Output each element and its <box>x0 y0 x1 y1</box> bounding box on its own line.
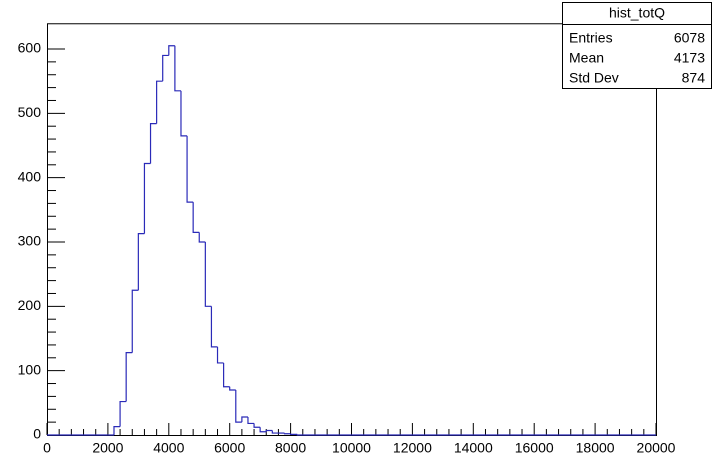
histogram-bin <box>283 433 291 435</box>
y-tick-label: 600 <box>18 40 42 56</box>
stats-value: 4173 <box>674 50 705 66</box>
histogram-bin <box>216 346 224 364</box>
stats-border <box>562 2 712 89</box>
x-tick-label: 8000 <box>275 440 306 456</box>
histogram-bin <box>241 416 248 423</box>
x-tick-label: 18000 <box>576 440 615 456</box>
histogram-bin <box>186 135 194 203</box>
stats-label: Std Dev <box>569 70 619 86</box>
x-tick-label: 6000 <box>214 440 245 456</box>
histogram-bin <box>162 54 169 82</box>
histogram-bin <box>168 45 175 56</box>
y-tick-label: 200 <box>18 297 42 313</box>
histogram-bin <box>290 433 298 435</box>
y-tick-label: 0 <box>33 426 41 442</box>
histogram-bin <box>198 232 206 243</box>
histogram-bin <box>223 362 230 388</box>
y-tick-label: 100 <box>18 361 42 377</box>
stats-label: Mean <box>569 50 604 66</box>
histogram-bin <box>210 306 218 348</box>
y-tick-label: 400 <box>18 168 42 184</box>
x-tick-label: 12000 <box>393 440 432 456</box>
histogram-bin <box>174 45 181 92</box>
y-tick-label: 500 <box>18 104 42 120</box>
x-tick-label: 16000 <box>515 440 554 456</box>
histogram-bin <box>131 289 139 353</box>
stats-value: 874 <box>682 70 706 86</box>
x-tick-label: 4000 <box>153 440 184 456</box>
stats-label: Entries <box>569 30 613 46</box>
histogram-bin <box>137 233 145 291</box>
histogram-bin <box>113 426 121 435</box>
histogram-bin <box>192 202 200 233</box>
histogram-bin <box>125 352 133 402</box>
histogram-bin <box>259 427 267 433</box>
histogram-bin <box>149 123 157 164</box>
histogram-bin <box>180 90 188 137</box>
histogram-bin <box>229 386 236 391</box>
histogram-bin <box>143 162 151 234</box>
histogram-bin <box>119 400 127 427</box>
histogram-bin <box>156 80 163 124</box>
histogram-bin <box>253 423 261 428</box>
histogram-bin <box>247 416 255 425</box>
y-tick-label: 300 <box>18 233 42 249</box>
histogram-bin <box>204 242 212 307</box>
stats-box: hist_totQ Entries 6078 Mean 4173 Std Dev 874 <box>562 2 712 89</box>
x-tick-label: 20000 <box>637 440 676 456</box>
x-tick-label: 14000 <box>454 440 493 456</box>
histogram-bin <box>265 429 273 432</box>
histogram-bin <box>271 430 279 434</box>
x-tick-label: 0 <box>43 440 51 456</box>
x-tick-label: 10000 <box>332 440 371 456</box>
stats-title: hist_totQ <box>609 5 665 21</box>
histogram-bin <box>235 389 242 423</box>
stats-value: 6078 <box>674 30 705 46</box>
x-tick-label: 2000 <box>92 440 123 456</box>
